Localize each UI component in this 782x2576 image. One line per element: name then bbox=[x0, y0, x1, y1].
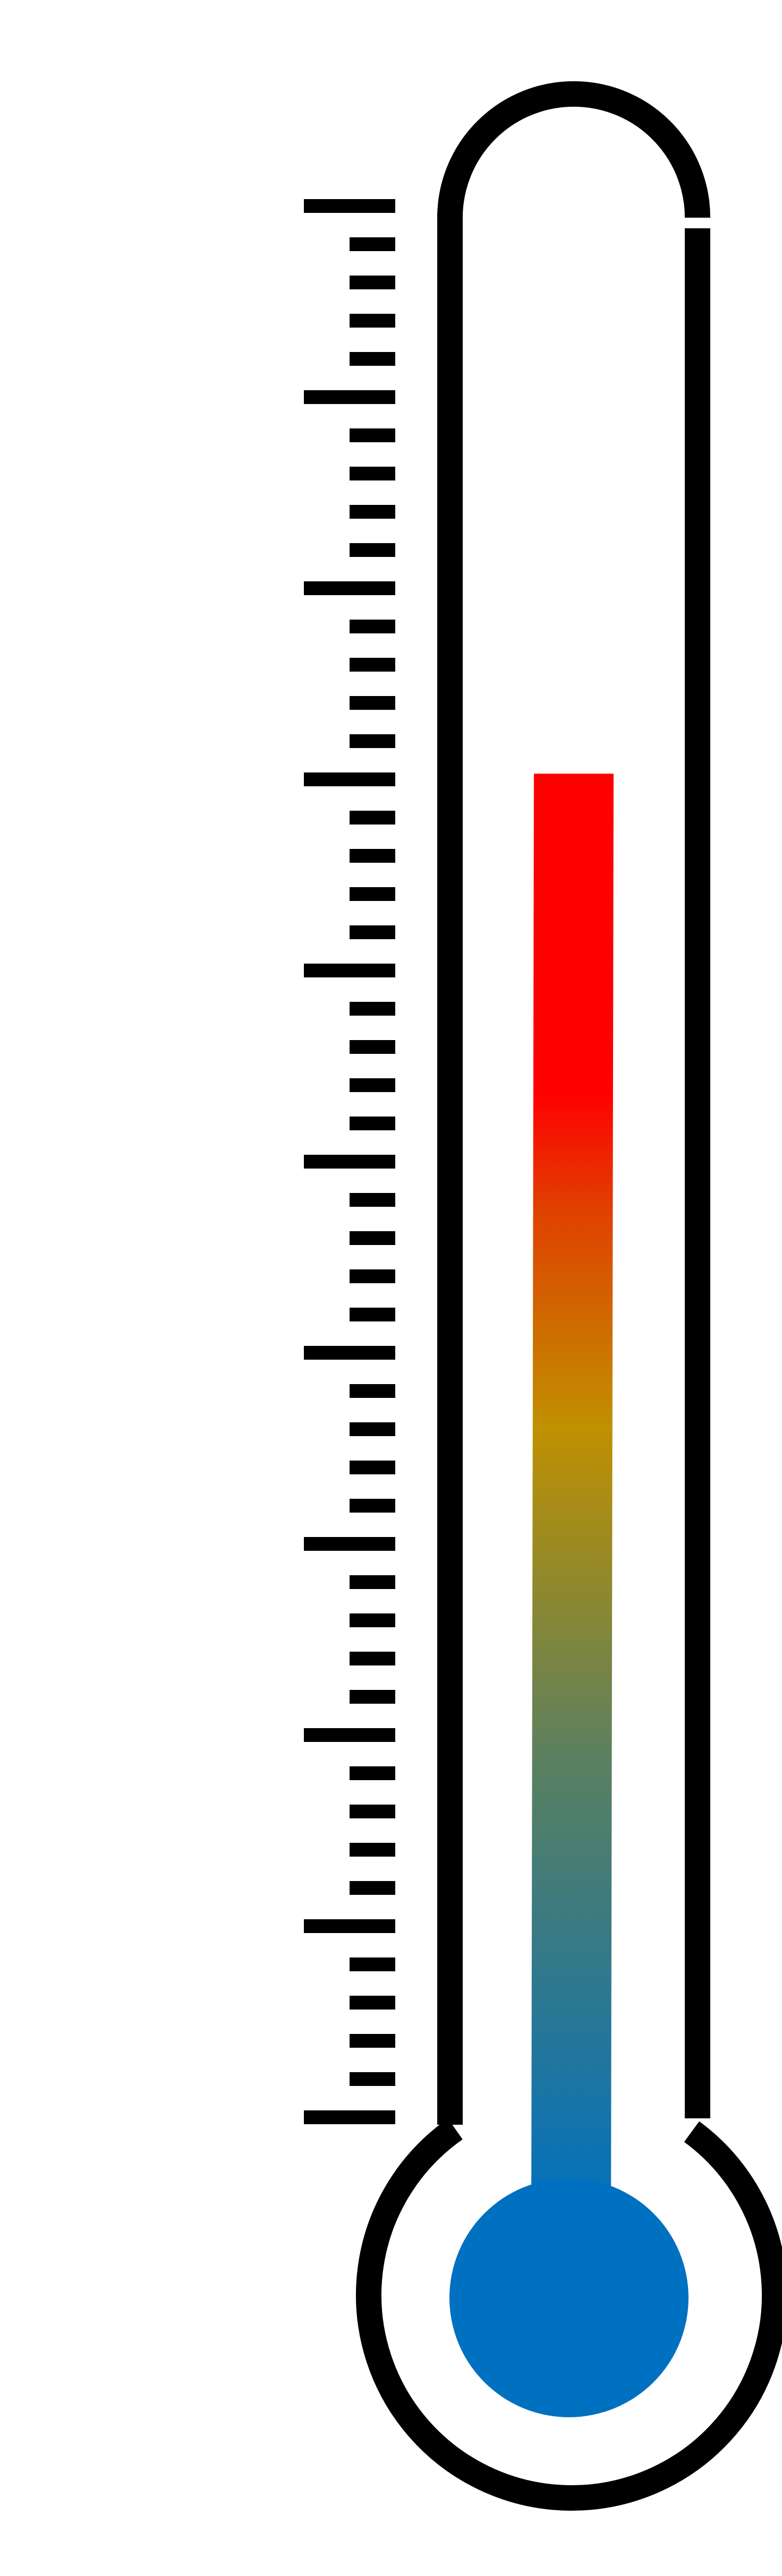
minor-tick bbox=[350, 1002, 395, 1016]
major-tick bbox=[304, 772, 395, 786]
minor-tick bbox=[350, 467, 395, 480]
major-tick bbox=[304, 199, 395, 213]
minor-tick bbox=[350, 1613, 395, 1627]
minor-tick bbox=[350, 1690, 395, 1704]
major-tick bbox=[304, 1537, 395, 1551]
minor-tick bbox=[350, 1957, 395, 1971]
minor-tick bbox=[350, 1078, 395, 1092]
major-tick bbox=[304, 1919, 395, 1933]
minor-tick bbox=[350, 925, 395, 939]
minor-tick bbox=[350, 2072, 395, 2086]
minor-tick bbox=[350, 1461, 395, 1474]
minor-tick bbox=[350, 505, 395, 519]
minor-tick bbox=[350, 428, 395, 442]
tube-left-wall bbox=[437, 213, 463, 2125]
minor-tick bbox=[350, 2034, 395, 2048]
bulb-outline bbox=[356, 2118, 782, 2511]
major-tick bbox=[304, 1155, 395, 1169]
tube-right-wall bbox=[685, 228, 710, 2118]
major-tick bbox=[304, 964, 395, 977]
minor-tick bbox=[350, 276, 395, 289]
minor-tick bbox=[350, 696, 395, 710]
minor-tick bbox=[350, 1308, 395, 1321]
minor-tick bbox=[350, 1881, 395, 1895]
minor-tick bbox=[350, 1231, 395, 1245]
scale-ticks bbox=[304, 199, 395, 2124]
major-tick bbox=[304, 1728, 395, 1742]
tube-top-cap bbox=[437, 81, 710, 218]
minor-tick bbox=[350, 887, 395, 901]
minor-tick bbox=[350, 1805, 395, 1818]
minor-tick bbox=[350, 658, 395, 672]
bulb-fill bbox=[449, 2178, 688, 2417]
mercury-column bbox=[531, 774, 614, 2225]
minor-tick bbox=[350, 734, 395, 748]
minor-tick bbox=[350, 1843, 395, 1857]
minor-tick bbox=[350, 620, 395, 633]
major-tick bbox=[304, 2110, 395, 2124]
major-tick bbox=[304, 390, 395, 404]
minor-tick bbox=[350, 811, 395, 825]
minor-tick bbox=[350, 543, 395, 557]
minor-tick bbox=[350, 1422, 395, 1436]
major-tick bbox=[304, 581, 395, 595]
minor-tick bbox=[350, 1117, 395, 1130]
minor-tick bbox=[350, 849, 395, 863]
minor-tick bbox=[350, 1193, 395, 1207]
minor-tick bbox=[350, 1499, 395, 1513]
minor-tick bbox=[350, 237, 395, 251]
minor-tick bbox=[350, 1575, 395, 1589]
minor-tick bbox=[350, 1652, 395, 1665]
minor-tick bbox=[350, 1766, 395, 1780]
minor-tick bbox=[350, 1996, 395, 2010]
minor-tick bbox=[350, 1040, 395, 1054]
minor-tick bbox=[350, 314, 395, 328]
minor-tick bbox=[350, 352, 395, 366]
major-tick bbox=[304, 1346, 395, 1360]
minor-tick bbox=[350, 1384, 395, 1398]
minor-tick bbox=[350, 1269, 395, 1283]
